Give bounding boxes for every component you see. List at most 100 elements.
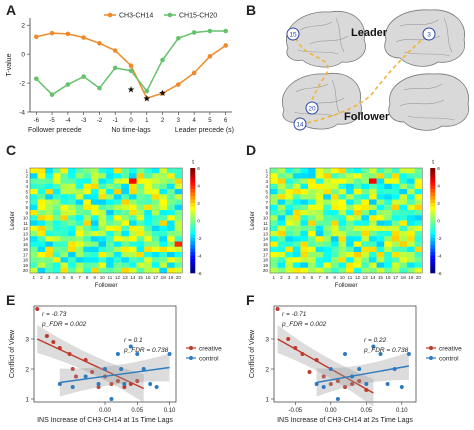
- heatmap-cell: [353, 236, 362, 242]
- heatmap-cell: [391, 262, 400, 268]
- heatmap-cell: [300, 199, 309, 205]
- heatmap-cell: [75, 252, 84, 258]
- x-tick-label: -4: [65, 118, 71, 124]
- heatmap-cell: [30, 183, 38, 190]
- row-tick-label: 5: [265, 189, 268, 194]
- heatmap-cell: [407, 262, 415, 268]
- colorbar-segment: [190, 213, 196, 218]
- heatmap-cell: [136, 246, 145, 253]
- heatmap-cell: [368, 257, 377, 263]
- colorbar-segment: [190, 206, 196, 211]
- col-tick-label: 9: [333, 275, 336, 280]
- heatmap-cell: [330, 246, 339, 253]
- heatmap-cell: [159, 267, 168, 274]
- colorbar-segment: [430, 266, 436, 270]
- heatmap-cell: [308, 168, 316, 174]
- heatmap-cell: [113, 178, 122, 184]
- y-tick-label: 1: [25, 397, 29, 404]
- heatmap-cell: [330, 183, 339, 190]
- heatmap-cell: [90, 257, 99, 263]
- heatmap-cell: [353, 215, 362, 221]
- heatmap-cell: [75, 189, 84, 195]
- heatmap-cell: [52, 178, 61, 184]
- legend-label-0: creative: [439, 346, 462, 353]
- heatmap-cell: [270, 168, 278, 174]
- heatmap-cell: [106, 215, 114, 221]
- heatmap-cell: [68, 199, 76, 205]
- colorbar-segment: [190, 175, 196, 179]
- heatmap-cell: [338, 199, 347, 205]
- heatmap-cell: [300, 225, 309, 232]
- col-tick-label: 5: [303, 275, 306, 280]
- row-tick-label: 15: [23, 242, 29, 247]
- heatmap-cell: [270, 267, 278, 274]
- heatmap-cell: [315, 252, 324, 258]
- heatmap-cell: [98, 267, 107, 274]
- heatmap-cell: [338, 241, 347, 247]
- heatmap-cell: [60, 267, 69, 274]
- heatmap-cell: [128, 183, 137, 190]
- y-tick-label: 3: [265, 337, 269, 344]
- heatmap-cell: [136, 231, 145, 237]
- stat-p-creative: p_FDR = 0.002: [41, 321, 87, 328]
- heatmap-cell: [106, 241, 114, 247]
- data-point: [83, 374, 88, 379]
- heatmap-cell: [308, 189, 316, 195]
- heatmap-cell: [315, 194, 324, 200]
- colorbar-segment: [430, 248, 436, 253]
- heatmap-cell: [106, 262, 114, 268]
- heatmap-cell: [37, 231, 46, 237]
- heatmap-cell: [167, 262, 175, 268]
- heatmap-cell: [83, 215, 92, 221]
- colorbar-segment: [430, 175, 436, 179]
- data-point: [70, 385, 75, 389]
- heatmap-cell: [174, 199, 183, 205]
- heatmap-cell: [368, 252, 377, 258]
- data-point: [67, 352, 72, 356]
- heatmap-cell: [376, 241, 385, 247]
- row-tick-label: 12: [23, 226, 29, 231]
- heatmap-cell: [45, 246, 54, 253]
- heatmap-cell: [106, 252, 114, 258]
- colorbar-tick-label: -4: [437, 254, 442, 260]
- heatmap-cell: [90, 252, 99, 258]
- col-tick-label: 2: [40, 275, 43, 280]
- heatmap-cell: [330, 267, 339, 274]
- heatmap-cell: [384, 194, 392, 200]
- colorbar-segment: [190, 196, 196, 200]
- heatmap-cell: [167, 183, 175, 190]
- heatmap-cell: [106, 257, 114, 263]
- channel-marker-3: 3: [422, 27, 436, 41]
- heatmap-cell: [52, 225, 61, 232]
- heatmap-cell: [384, 231, 392, 237]
- heatmap-cell: [113, 262, 122, 268]
- heatmap-cell: [98, 168, 107, 174]
- heatmap-cell: [292, 210, 301, 216]
- heatmap-cell: [98, 204, 107, 211]
- heatmap-y-label: Leader: [250, 211, 256, 230]
- heatmap-cell: [60, 173, 69, 179]
- heatmap-c: 1122334455667788991010111112121313141415…: [10, 160, 202, 289]
- heatmap-cell: [90, 262, 99, 268]
- heatmap-cell: [167, 267, 175, 274]
- heatmap-cell: [113, 183, 122, 190]
- data-point: [357, 367, 362, 371]
- heatmap-cell: [308, 236, 316, 242]
- data-point: [314, 382, 319, 386]
- heatmap-cell: [106, 231, 114, 237]
- heatmap-cell: [151, 199, 160, 205]
- data-point: [35, 307, 40, 311]
- heatmap-cell: [323, 262, 332, 268]
- heatmap-cell: [151, 236, 160, 242]
- heatmap-cell: [414, 267, 423, 274]
- heatmap-cell: [98, 173, 107, 179]
- heatmap-cell: [98, 252, 107, 258]
- stat-r-creative: r = -0.71: [282, 311, 307, 318]
- heatmap-cell: [300, 257, 309, 263]
- heatmap-cell: [414, 220, 423, 226]
- heatmap-cell: [151, 215, 160, 221]
- heatmap-cell: [75, 236, 84, 242]
- heatmap-cell: [414, 257, 423, 263]
- heatmap-cell: [414, 241, 423, 247]
- heatmap-cell: [330, 215, 339, 221]
